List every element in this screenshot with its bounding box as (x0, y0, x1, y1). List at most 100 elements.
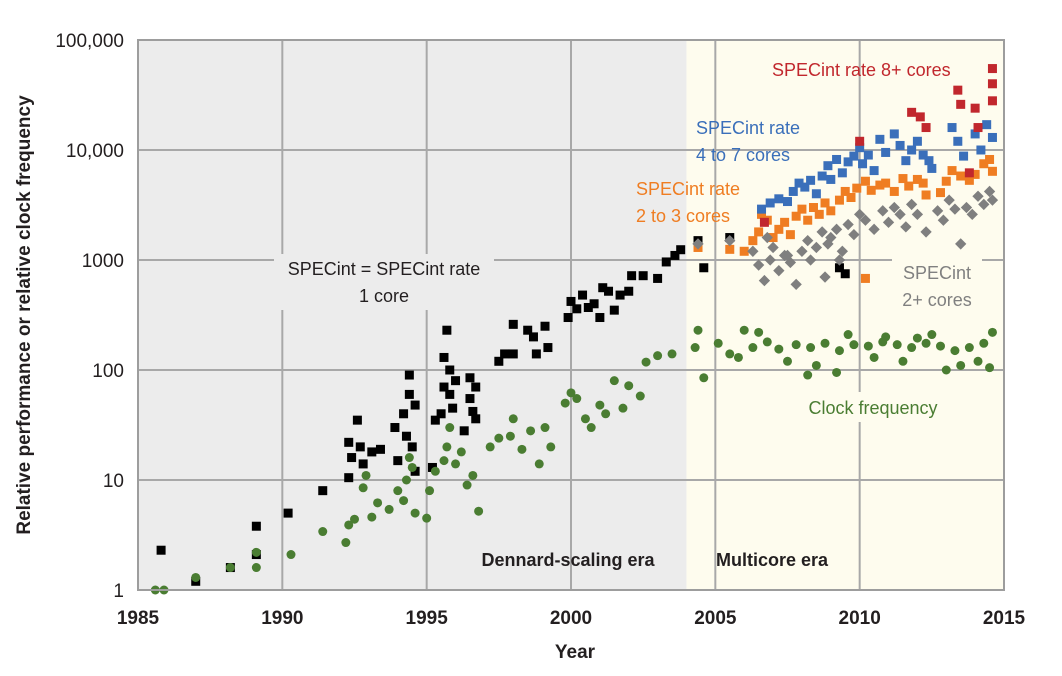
data-point (907, 145, 917, 155)
annotation-single-core-line1: SPECint = SPECint rate (288, 259, 481, 279)
data-point (804, 254, 817, 266)
data-point (802, 234, 814, 247)
data-point (439, 382, 449, 392)
data-point (907, 343, 917, 353)
data-point (959, 151, 969, 161)
data-point (947, 166, 957, 176)
data-point (973, 123, 983, 133)
data-point (898, 356, 908, 366)
x-tick-label: 1995 (406, 608, 449, 629)
data-point (410, 508, 420, 518)
region-dennard-scaling-era (138, 40, 687, 590)
data-point (973, 356, 983, 366)
data-point (456, 447, 466, 457)
data-point (225, 563, 235, 573)
data-point (471, 414, 481, 424)
data-point (436, 409, 446, 419)
data-point (833, 254, 846, 266)
data-point (846, 192, 856, 202)
data-point (752, 259, 765, 271)
series-specint-rate-4-to-7-cores (757, 120, 997, 214)
data-point (912, 136, 922, 146)
data-point (534, 459, 544, 469)
data-point (987, 166, 997, 176)
data-point (699, 263, 709, 273)
data-point (840, 269, 850, 279)
data-point (817, 171, 827, 181)
data-point (739, 246, 749, 256)
data-point (724, 234, 736, 247)
data-point (404, 389, 414, 399)
data-point (905, 198, 918, 211)
data-point (442, 325, 452, 335)
data-point (425, 486, 435, 496)
data-point (889, 186, 899, 196)
data-point (448, 403, 458, 413)
data-point (765, 198, 775, 208)
data-point (953, 136, 963, 146)
data-point (931, 205, 944, 217)
data-point (783, 197, 792, 207)
data-point (911, 208, 924, 221)
data-point (774, 344, 784, 354)
data-point (888, 201, 900, 214)
data-point (754, 227, 764, 237)
data-point (540, 321, 550, 331)
data-point (956, 360, 966, 370)
data-point (941, 176, 951, 186)
x-tick-label: 2005 (694, 608, 737, 629)
data-point (898, 174, 908, 184)
data-point (956, 99, 966, 109)
data-point (560, 398, 570, 408)
data-point (768, 233, 778, 243)
data-point (618, 403, 628, 413)
data-point (344, 473, 354, 483)
annotation-2-to-3-line2: 2 to 3 cores (636, 206, 730, 226)
annotation-8-plus-cores: SPECint rate 8+ cores (772, 60, 951, 80)
data-point (894, 208, 906, 221)
annotation-4-to-7-cores: SPECint rate 4 to 7 cores (696, 118, 800, 165)
data-point (869, 166, 879, 176)
data-point (445, 389, 455, 399)
data-point (921, 190, 931, 200)
data-point (937, 214, 950, 226)
data-point (578, 290, 588, 300)
data-point (803, 215, 813, 225)
data-point (912, 333, 922, 343)
y-tick-label: 10 (103, 471, 124, 492)
data-point (748, 236, 758, 246)
data-point (842, 218, 854, 231)
data-point (788, 186, 798, 196)
data-point (950, 346, 960, 356)
data-point (834, 346, 844, 356)
y-axis-label: Relative performance or relative clock f… (14, 95, 35, 535)
data-point (430, 466, 440, 476)
data-point (855, 136, 865, 146)
data-point (892, 340, 902, 350)
data-point (442, 442, 452, 452)
data-point (563, 313, 573, 323)
data-point (667, 349, 677, 359)
x-tick-label: 2015 (983, 608, 1026, 629)
data-point (901, 156, 911, 166)
data-point (609, 376, 619, 386)
data-point (523, 325, 533, 335)
data-point (949, 203, 961, 215)
data-point (987, 64, 997, 74)
data-point (987, 327, 997, 337)
data-point (572, 394, 582, 404)
x-axis-label: Year (555, 642, 596, 663)
data-point (875, 180, 885, 190)
data-point (987, 132, 997, 142)
data-point (407, 462, 417, 472)
data-point (531, 349, 541, 359)
data-point (627, 271, 637, 281)
data-point (713, 338, 723, 348)
data-point (427, 462, 437, 472)
data-point (733, 352, 743, 362)
data-point (832, 154, 842, 164)
data-point (318, 527, 328, 537)
data-point (445, 423, 455, 433)
data-point (836, 245, 849, 257)
data-point (468, 470, 478, 480)
